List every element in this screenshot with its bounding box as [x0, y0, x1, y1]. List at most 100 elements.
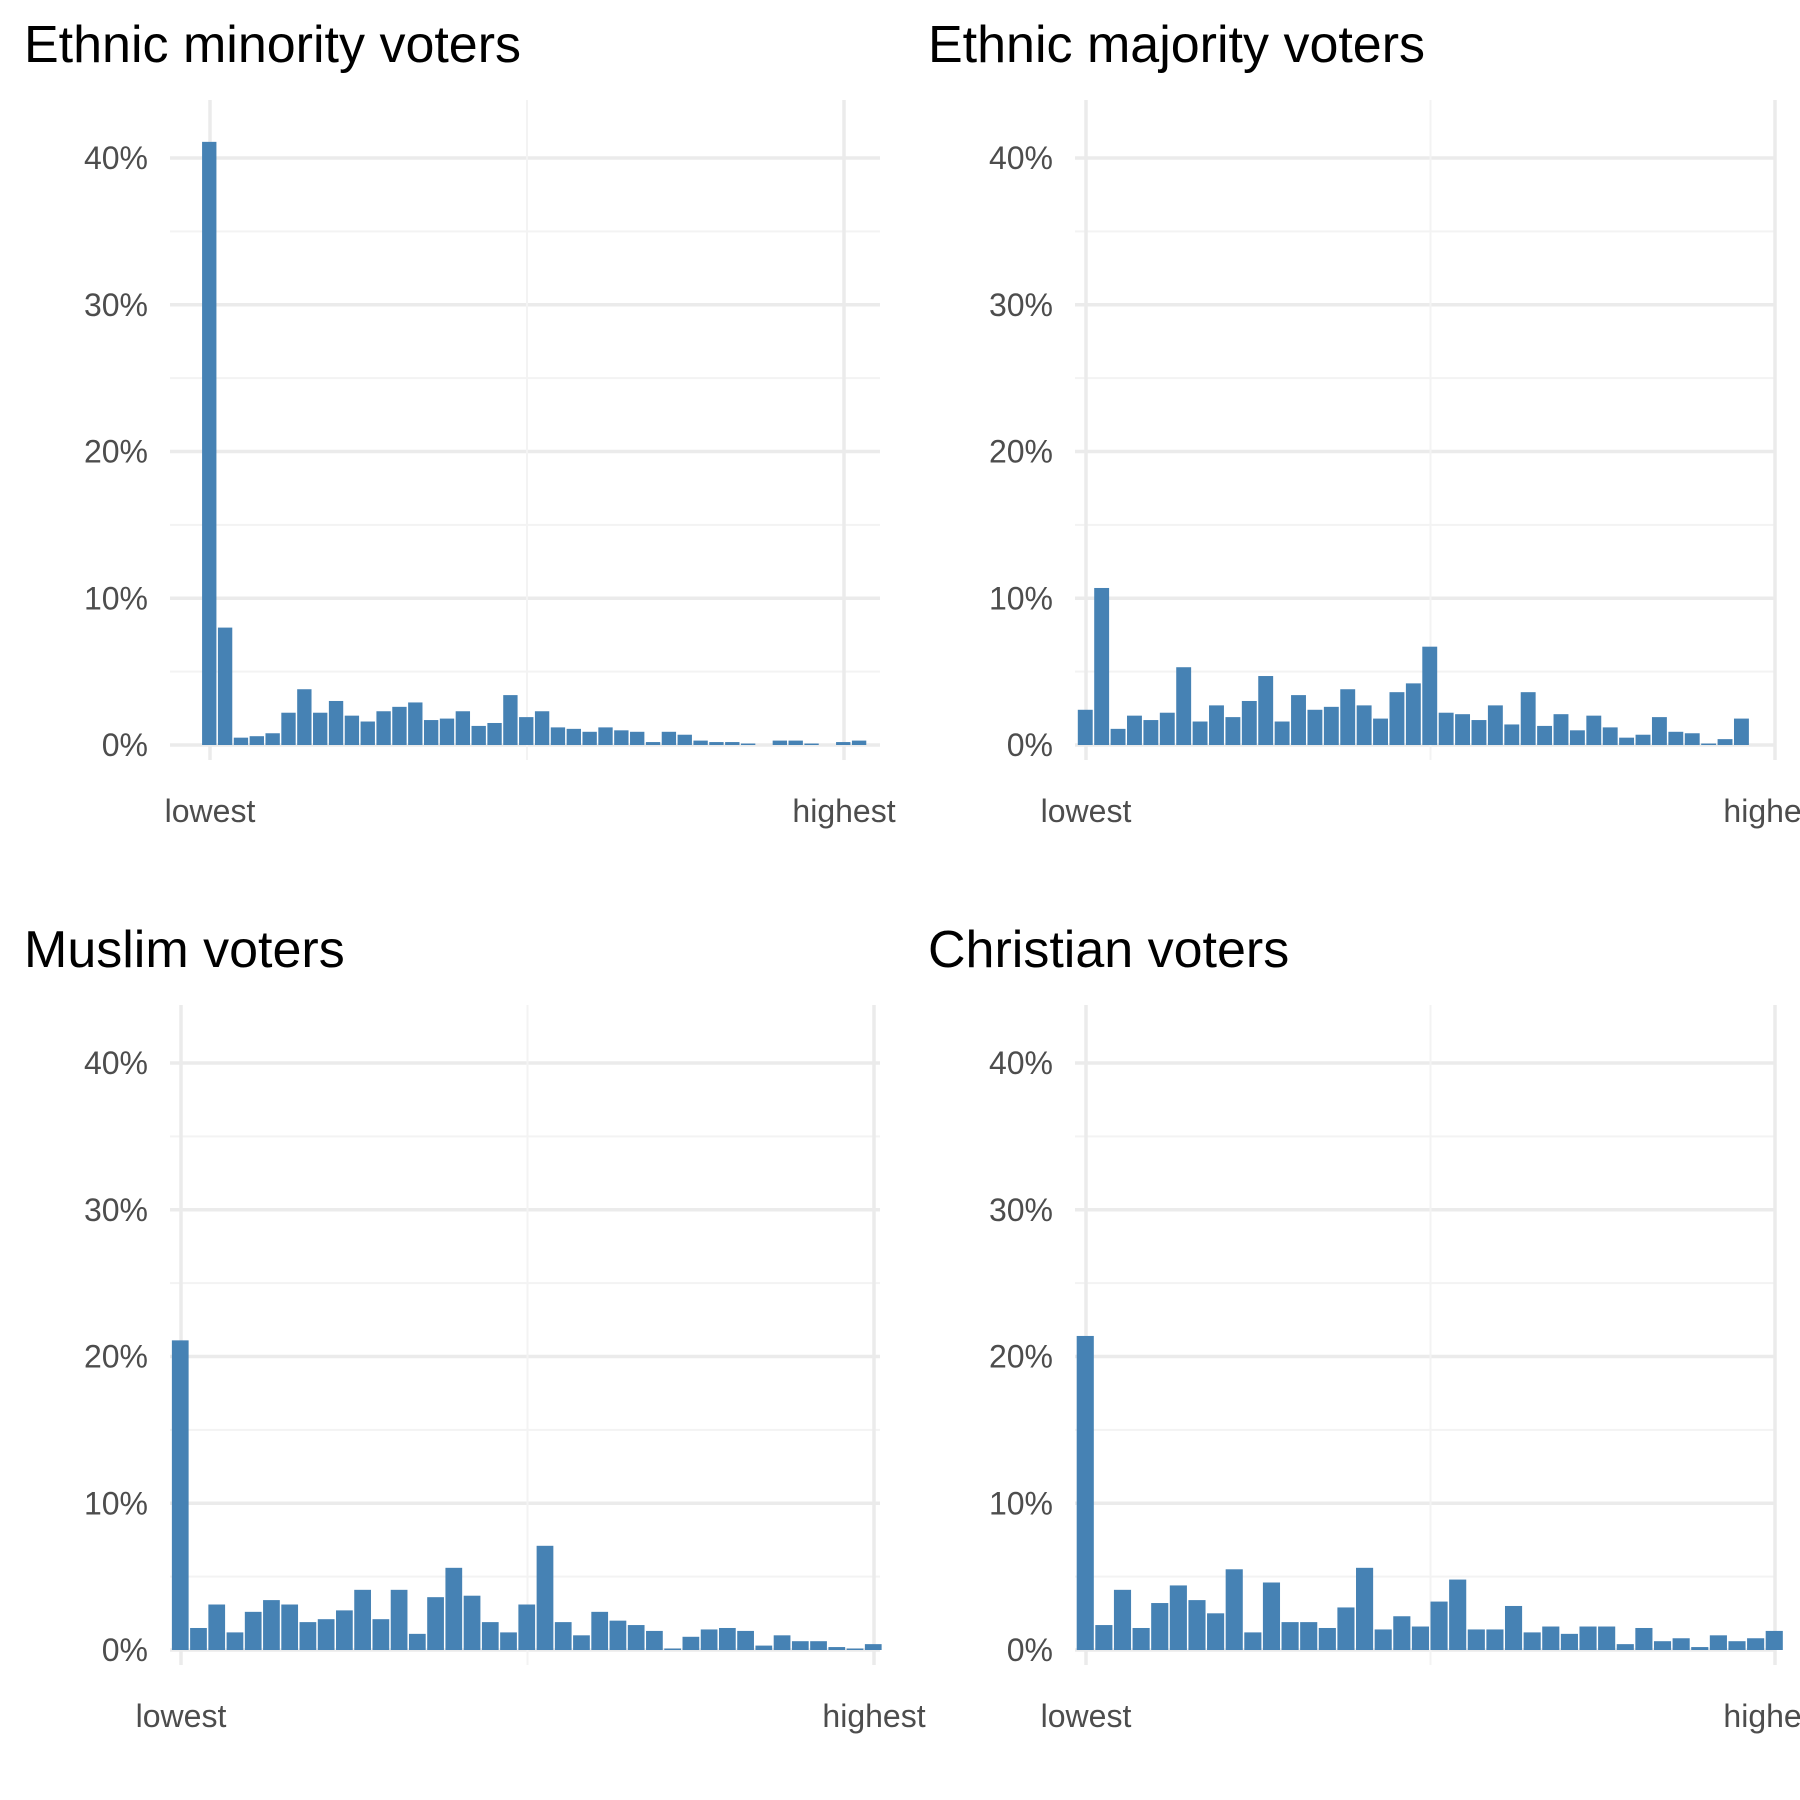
- y-tick-label: 0%: [102, 727, 148, 763]
- histogram-bar: [281, 1604, 299, 1650]
- histogram-bar: [217, 627, 233, 745]
- histogram-bar: [737, 1630, 754, 1650]
- histogram-bar: [1127, 715, 1142, 745]
- histogram-bar: [828, 1647, 846, 1650]
- histogram-bar: [299, 1622, 317, 1650]
- histogram-bar: [1077, 709, 1093, 745]
- histogram-bar: [408, 702, 423, 745]
- panel-title: Ethnic majority voters: [928, 16, 1425, 74]
- histogram-bar: [1520, 692, 1536, 745]
- histogram-bar: [1438, 712, 1454, 745]
- histogram-bar: [864, 1644, 882, 1650]
- panel-2: Muslim voters 0% 10% 20% 30% 40% lowest highest: [24, 921, 926, 1734]
- y-tick-label: 30%: [989, 1192, 1053, 1228]
- histogram-bar: [328, 700, 344, 745]
- histogram-bar: [1411, 1626, 1429, 1650]
- histogram-bar: [740, 743, 756, 745]
- histogram-bar: [1241, 700, 1257, 745]
- y-tick-label: 40%: [84, 140, 148, 176]
- x-tick-label: lowest: [1041, 1698, 1132, 1734]
- histogram-bar: [582, 731, 597, 745]
- histogram-bar: [1192, 721, 1208, 745]
- histogram-bar: [1225, 1569, 1243, 1650]
- histogram-bar: [408, 1633, 426, 1650]
- histogram-bar: [1207, 1613, 1225, 1650]
- panel-1: Ethnic majority voters 0% 10% 20% 30% 40% lowe…: [928, 16, 1800, 829]
- histogram-bar: [1579, 1626, 1597, 1650]
- histogram-bar: [313, 712, 328, 745]
- y-tick-label: 10%: [84, 1485, 148, 1521]
- histogram-bar: [772, 740, 788, 745]
- histogram-bar: [1176, 667, 1192, 745]
- histogram-bar: [788, 740, 803, 745]
- histogram-bar: [700, 1629, 718, 1650]
- histogram-bar: [1374, 1629, 1392, 1650]
- histogram-bar: [664, 1648, 682, 1650]
- histogram-bar: [244, 1611, 262, 1650]
- histogram-bar: [536, 1545, 554, 1650]
- histogram-bar: [1258, 676, 1274, 745]
- histogram-bar: [1471, 720, 1487, 745]
- x-tick-label: highest: [1723, 1698, 1800, 1734]
- histogram-bar: [851, 740, 867, 745]
- histogram-bar: [439, 718, 455, 745]
- histogram-bar: [390, 1589, 408, 1650]
- histogram-bar: [1701, 743, 1717, 745]
- histogram-bar: [1653, 1641, 1672, 1650]
- histogram-bar: [709, 742, 724, 745]
- histogram-bar: [591, 1611, 609, 1650]
- histogram-bar: [1291, 695, 1306, 745]
- histogram-bar: [519, 717, 534, 745]
- histogram-bar: [1616, 1644, 1634, 1650]
- histogram-bar: [1318, 1627, 1336, 1650]
- histogram-bar: [1467, 1629, 1485, 1650]
- histogram-bar: [1430, 1601, 1448, 1650]
- histogram-bar: [534, 711, 550, 745]
- histogram-bar: [1487, 705, 1503, 745]
- histogram-bar: [503, 695, 518, 745]
- histogram-bar: [281, 712, 296, 745]
- histogram-bar: [1113, 1589, 1132, 1650]
- histogram-bar: [1209, 705, 1224, 745]
- histogram-bar: [344, 715, 360, 745]
- histogram-bar: [372, 1619, 390, 1650]
- histogram-bar: [376, 711, 391, 745]
- histogram-bar: [773, 1635, 791, 1650]
- x-tick-label: lowest: [1041, 793, 1132, 829]
- histogram-bar: [233, 737, 249, 745]
- histogram-bar: [1110, 728, 1126, 745]
- histogram-bar: [1569, 730, 1585, 745]
- histogram-bar: [725, 742, 740, 745]
- histogram-bar: [1143, 720, 1159, 745]
- histogram-bar: [1262, 1582, 1281, 1650]
- histogram-bar: [226, 1632, 244, 1650]
- y-tick-label: 0%: [1007, 1632, 1053, 1668]
- histogram-bar: [518, 1604, 536, 1650]
- histogram-bar: [1672, 1638, 1690, 1650]
- histogram-bar: [718, 1627, 736, 1650]
- y-tick-label: 0%: [1007, 727, 1053, 763]
- histogram-bar: [1635, 1627, 1653, 1650]
- histogram-bar: [645, 742, 661, 745]
- histogram-bar: [1159, 712, 1175, 745]
- histogram-bar: [1340, 689, 1356, 745]
- x-tick-label: highest: [792, 793, 895, 829]
- panel-title: Ethnic minority voters: [24, 16, 521, 74]
- histogram-bar: [1169, 1585, 1187, 1650]
- histogram-bar: [1619, 737, 1635, 745]
- histogram-bar: [1188, 1600, 1206, 1650]
- histogram-bar: [1422, 646, 1438, 745]
- histogram-bar: [1504, 1605, 1523, 1650]
- x-tick-label: highest: [1723, 793, 1800, 829]
- histogram-bar: [1389, 692, 1405, 745]
- histogram-bar: [1244, 1632, 1262, 1650]
- histogram-bar: [1307, 709, 1323, 745]
- histogram-bar: [627, 1625, 645, 1650]
- histogram-bar: [1542, 1626, 1560, 1650]
- histogram-bar: [354, 1589, 371, 1650]
- histogram-bar: [1356, 705, 1372, 745]
- y-tick-label: 30%: [84, 1192, 148, 1228]
- histogram-bar: [190, 1627, 207, 1650]
- histogram-bar: [1553, 714, 1569, 745]
- histogram-bar: [1709, 1635, 1727, 1650]
